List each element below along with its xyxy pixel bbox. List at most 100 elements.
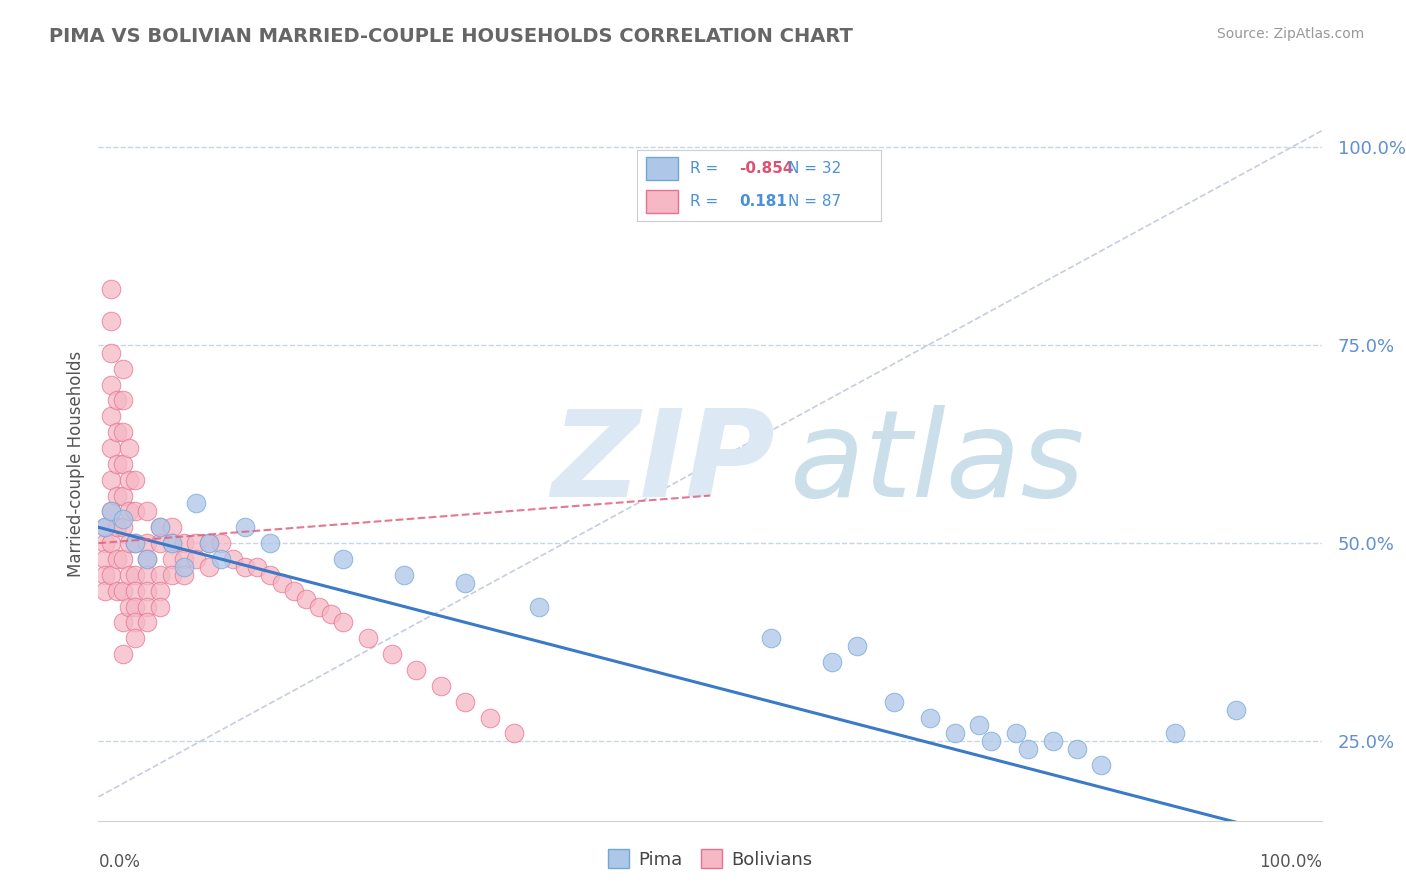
Point (173, 552, 195, 566)
Point (381, 647, 404, 661)
Point (478, 710, 501, 724)
Point (173, 560, 195, 574)
Point (160, 552, 183, 566)
Point (93, 520, 115, 534)
Point (111, 425, 134, 439)
Point (136, 615, 159, 630)
Point (209, 552, 232, 566)
Point (136, 567, 159, 582)
Point (149, 567, 172, 582)
Point (111, 583, 134, 598)
Point (136, 504, 159, 518)
Point (93, 583, 115, 598)
Point (197, 560, 219, 574)
Text: atlas: atlas (790, 405, 1085, 523)
Point (93, 536, 115, 550)
Text: 0.0%: 0.0% (98, 853, 141, 871)
Point (503, 726, 526, 740)
Point (118, 536, 141, 550)
Point (124, 567, 146, 582)
Point (356, 632, 378, 646)
Point (118, 567, 141, 582)
Point (1042, 734, 1064, 748)
Point (332, 552, 354, 566)
Point (186, 536, 208, 550)
Point (197, 536, 219, 550)
Point (209, 536, 232, 550)
Point (136, 599, 159, 614)
Text: 0.181: 0.181 (740, 194, 787, 209)
Point (392, 567, 416, 582)
Point (100, 409, 122, 424)
Point (136, 536, 159, 550)
Point (100, 282, 122, 296)
Point (967, 718, 990, 732)
Point (527, 599, 550, 614)
Point (173, 567, 195, 582)
Point (149, 583, 172, 598)
Point (105, 489, 128, 503)
Point (93, 552, 115, 566)
Point (124, 504, 146, 518)
Point (761, 632, 783, 646)
Point (222, 552, 245, 566)
Text: R =: R = (690, 194, 724, 209)
Point (118, 599, 141, 614)
Point (259, 567, 281, 582)
Point (1090, 758, 1112, 772)
Point (124, 632, 146, 646)
Point (1066, 742, 1088, 756)
Point (124, 583, 146, 598)
Point (100, 473, 122, 487)
Point (883, 695, 905, 709)
Point (124, 536, 146, 550)
Point (943, 726, 966, 740)
Point (233, 560, 256, 574)
Point (173, 536, 195, 550)
Point (160, 520, 183, 534)
Point (160, 536, 183, 550)
Point (111, 512, 134, 526)
Point (105, 520, 128, 534)
Text: 100.0%: 100.0% (1258, 853, 1322, 871)
Point (186, 552, 208, 566)
Point (136, 552, 159, 566)
Point (100, 377, 122, 392)
Legend: Pima, Bolivians: Pima, Bolivians (600, 842, 820, 876)
Point (1225, 703, 1247, 717)
Point (105, 552, 128, 566)
Point (111, 457, 134, 471)
Point (821, 655, 844, 669)
Point (980, 734, 1002, 748)
Point (136, 552, 159, 566)
Point (319, 607, 342, 622)
Point (93, 520, 115, 534)
Point (105, 425, 128, 439)
Point (160, 536, 183, 550)
Point (1017, 742, 1039, 756)
Point (149, 520, 172, 534)
Point (100, 314, 122, 328)
Point (845, 639, 868, 653)
Point (136, 583, 159, 598)
FancyBboxPatch shape (647, 157, 678, 180)
Point (100, 504, 122, 518)
Text: R =: R = (690, 161, 724, 176)
Text: Source: ZipAtlas.com: Source: ZipAtlas.com (1216, 27, 1364, 41)
Text: N = 87: N = 87 (789, 194, 841, 209)
Point (259, 536, 281, 550)
Point (430, 679, 453, 693)
Point (149, 599, 172, 614)
Point (111, 520, 134, 534)
Point (111, 393, 134, 408)
Point (118, 504, 141, 518)
Point (233, 520, 256, 534)
Text: ZIP: ZIP (551, 405, 775, 523)
Point (149, 520, 172, 534)
Point (308, 599, 330, 614)
Point (454, 695, 477, 709)
Point (197, 536, 219, 550)
Point (100, 504, 122, 518)
Point (100, 346, 122, 360)
Point (93, 567, 115, 582)
